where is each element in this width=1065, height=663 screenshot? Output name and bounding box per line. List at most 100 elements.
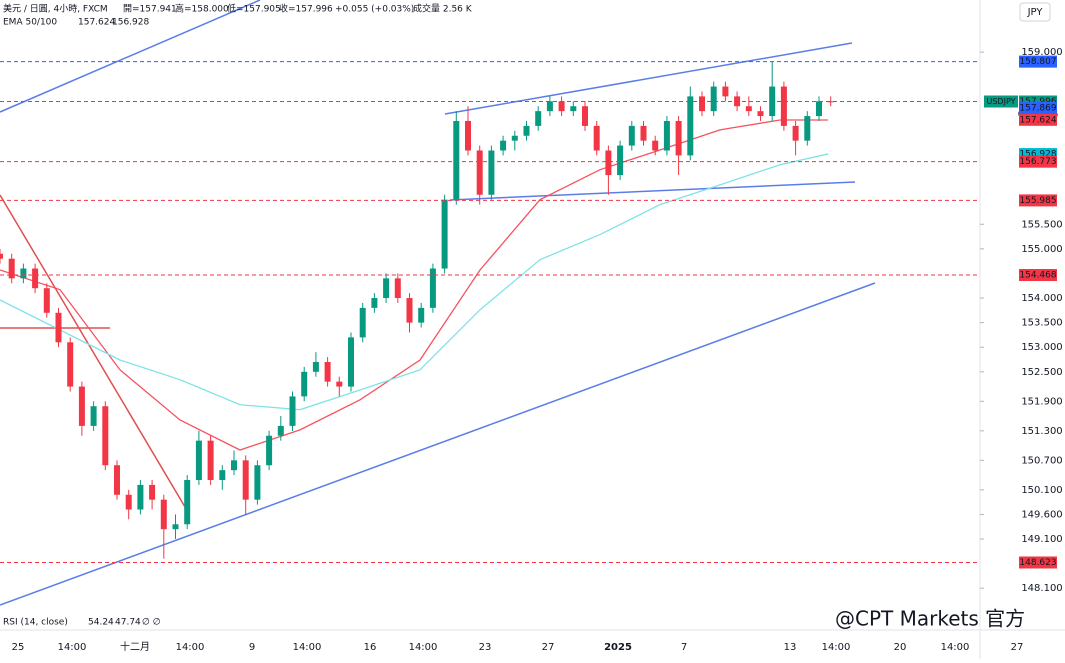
- candle-body: [652, 140, 659, 151]
- candle-body: [254, 465, 261, 500]
- candle-body: [32, 268, 39, 289]
- candle-body: [640, 125, 647, 141]
- header-item: 成交量 2.56 K: [413, 3, 473, 15]
- ema-value: 156.928: [112, 18, 149, 28]
- x-tick-label: 2025: [604, 642, 632, 653]
- price-tag: [1019, 155, 1057, 168]
- ema-line: [0, 153, 829, 411]
- price-tag: [1019, 556, 1057, 569]
- candle-body: [277, 425, 284, 436]
- plot: [0, 61, 980, 563]
- trend-line: [449, 181, 856, 201]
- y-tick-label: 151.900: [1021, 396, 1062, 407]
- y-tick-label: 151.300: [1021, 426, 1062, 437]
- candle-body: [55, 312, 62, 343]
- x-tick-label: 9: [249, 642, 255, 653]
- price-tag: [1019, 55, 1057, 68]
- header-item: 低=157.905: [227, 3, 281, 15]
- candle-body: [114, 465, 120, 495]
- trend-line: [0, 0, 261, 113]
- ema-value: 157.624: [78, 18, 115, 28]
- header-item: 高=158.000: [175, 3, 229, 15]
- x-tick-label: 13: [784, 642, 797, 653]
- candle-body: [348, 337, 354, 387]
- rsi-value: 54.24: [88, 618, 114, 628]
- y-tick-label: 149.100: [1021, 534, 1062, 545]
- price-tag-label: 156.773: [1019, 157, 1056, 167]
- candle-body: [67, 342, 74, 387]
- header-item: +0.055 (+0.03%): [335, 5, 414, 15]
- price-tag: [1019, 194, 1057, 207]
- x-tick-label: 十二月: [120, 640, 150, 653]
- candle-body: [406, 298, 413, 323]
- candle-body: [792, 125, 799, 141]
- candle-body: [453, 120, 460, 200]
- price-tag-label: 157.869: [1019, 103, 1056, 113]
- x-tick-label: 7: [681, 642, 687, 653]
- candle-body: [172, 524, 179, 530]
- x-tick-label: 27: [542, 642, 555, 653]
- candle-body: [324, 361, 331, 382]
- candle-body: [827, 101, 834, 103]
- candle-body: [312, 361, 319, 372]
- candle-body: [0, 253, 3, 259]
- candle-body: [195, 440, 202, 480]
- candle-body: [160, 499, 167, 530]
- x-tick-label: 14:00: [822, 642, 851, 653]
- candle-body: [511, 135, 518, 141]
- candle-body: [359, 307, 366, 338]
- x-tick-label: 23: [479, 642, 492, 653]
- candle-body: [488, 150, 495, 195]
- candle-body: [605, 150, 612, 176]
- candle-body: [429, 268, 436, 308]
- header-item: 開=157.941: [123, 4, 177, 15]
- x-tick-label: 14:00: [176, 642, 205, 653]
- candle-body: [582, 106, 588, 126]
- candle-body: [125, 494, 132, 510]
- candle-body: [418, 307, 425, 323]
- candle-body: [500, 140, 507, 151]
- candle-body: [617, 145, 624, 176]
- price-tag-label: 148.623: [1019, 558, 1056, 568]
- currency-box[interactable]: [1019, 2, 1051, 22]
- symbol-label: USDJPY: [987, 97, 1016, 106]
- candle-body: [137, 484, 144, 510]
- y-tick-label: 155.000: [1021, 244, 1062, 255]
- candle-body: [242, 460, 249, 500]
- rsi-value: ∅ ∅: [142, 618, 161, 628]
- trend-line: [444, 42, 853, 115]
- x-tick-label: 27: [1011, 642, 1024, 653]
- candle-body: [394, 278, 401, 299]
- rsi-label: RSI (14, close): [3, 618, 68, 628]
- y-tick-label: 148.100: [1021, 583, 1062, 594]
- candle-body: [745, 106, 752, 112]
- candle-body: [663, 120, 670, 151]
- currency[interactable]: JPY: [1027, 7, 1044, 18]
- price-tag-label: 157.624: [1019, 115, 1056, 125]
- candle-body: [289, 396, 296, 426]
- watermark: @CPT Markets 官方: [835, 607, 1025, 631]
- price-tag-label: 154.468: [1019, 271, 1056, 281]
- x-tick-label: 16: [364, 642, 377, 653]
- candle-body: [628, 125, 635, 146]
- x-tick-label: 14:00: [293, 642, 322, 653]
- candle-body: [816, 101, 822, 117]
- candle-body: [184, 480, 191, 525]
- price-tag: [1019, 101, 1057, 114]
- price-tag-label: 156.928: [1019, 150, 1056, 160]
- candle-body: [558, 101, 565, 112]
- candle-body: [43, 288, 50, 313]
- candle-body: [301, 371, 308, 397]
- candle-body: [546, 101, 553, 112]
- y-tick-label: 153.000: [1021, 342, 1062, 353]
- x-tick-label: 14:00: [941, 642, 970, 653]
- candle-body: [476, 150, 483, 195]
- y-tick-label: 155.500: [1021, 219, 1062, 230]
- candle-body: [780, 86, 787, 126]
- candle-body: [675, 120, 682, 156]
- y-tick-label: 150.100: [1021, 485, 1062, 496]
- candle-body: [336, 381, 343, 387]
- price-tag-label: 155.985: [1019, 196, 1056, 206]
- candle-body: [722, 86, 729, 97]
